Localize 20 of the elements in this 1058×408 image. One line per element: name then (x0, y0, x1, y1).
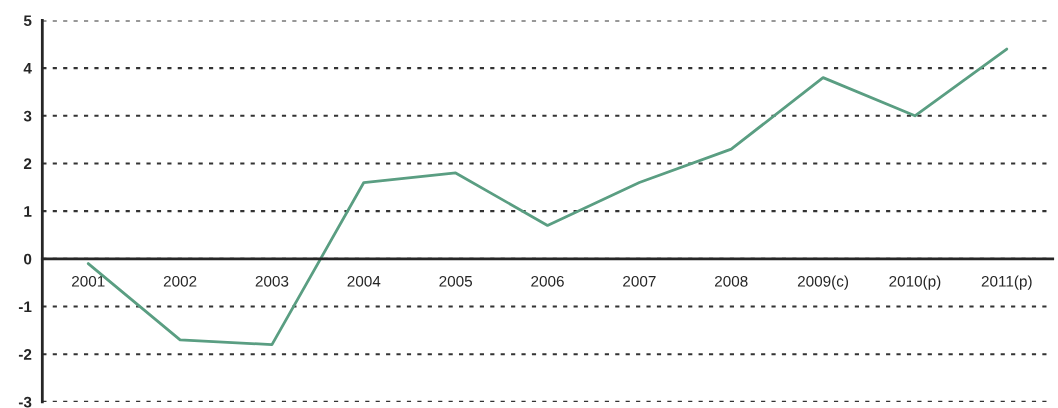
y-tick-label: 1 (24, 206, 32, 217)
x-tick-label: 2006 (531, 275, 564, 287)
x-tick-label: 2004 (347, 275, 381, 287)
y-tick-label: 2 (23, 158, 32, 169)
y-tick-label: -2 (18, 349, 32, 360)
x-tick-label: 2002 (163, 275, 197, 287)
y-tick-label: -1 (18, 301, 32, 313)
y-tick-label: 0 (24, 253, 32, 265)
x-tick-label: 2009(c) (797, 275, 849, 290)
x-tick-label: 2001 (72, 275, 105, 287)
y-tick-label: 5 (23, 15, 32, 27)
x-tick-label: 2011(p) (981, 275, 1032, 290)
x-tick-label: 2003 (255, 275, 289, 287)
x-tick-label: 2005 (439, 275, 473, 287)
y-tick-label: 4 (23, 63, 32, 74)
y-tick-label: 3 (23, 110, 32, 122)
x-tick-label: 2010(p) (889, 275, 941, 290)
x-tick-label: 2008 (715, 275, 748, 287)
x-tick-label: 2007 (623, 275, 656, 287)
y-tick-label: -3 (18, 396, 32, 408)
